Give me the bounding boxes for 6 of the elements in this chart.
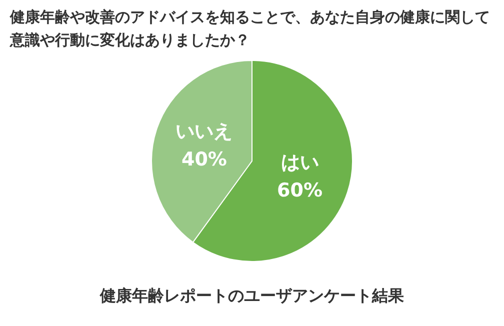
chart-title: 健康年齢や改善のアドバイスを知ることで、あなた自身の健康に関して意識や行動に変化はありましたか？	[10, 7, 491, 51]
slice-label: いいえ	[176, 120, 233, 142]
slice-label: はい	[280, 151, 319, 174]
data-label: 60%	[277, 179, 323, 202]
text: 健康年齢レポートのユーザアンケート結果	[98, 286, 405, 307]
data-label: 40%	[181, 148, 227, 170]
